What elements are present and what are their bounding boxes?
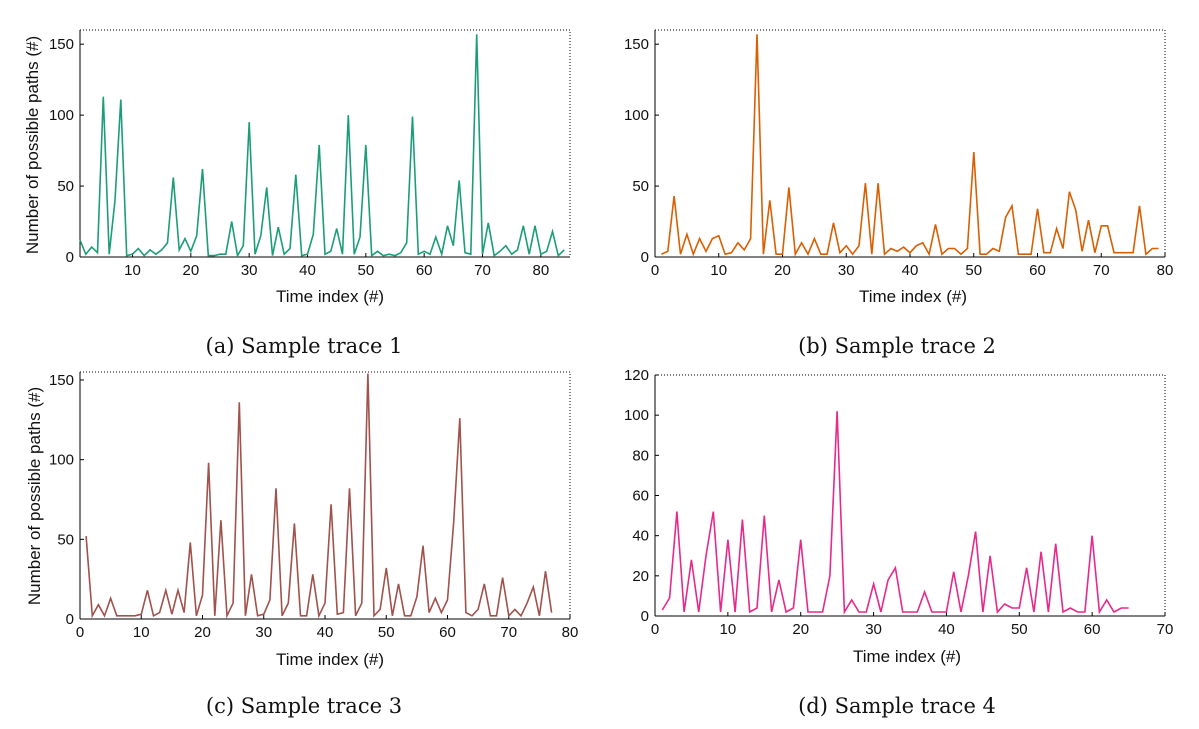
y-tick-label-a: 100	[49, 107, 74, 124]
panel-b: Time index (#) (b) Sample trace 2 050100…	[624, 29, 1174, 358]
x-tick-label-a: 30	[241, 262, 258, 279]
x-tick-label-c: 10	[133, 624, 150, 641]
x-tick-label-b: 40	[902, 262, 919, 279]
series-line-b	[661, 34, 1159, 257]
xlabel-b: Time index (#)	[859, 287, 967, 306]
x-tick-label-c: 80	[562, 624, 579, 641]
caption-c: (c) Sample trace 3	[206, 694, 402, 718]
x-tick-label-b: 60	[1029, 262, 1046, 279]
y-tick-label-d: 0	[641, 608, 649, 625]
x-tick-label-b: 0	[651, 262, 659, 279]
x-tick-label-d: 50	[1011, 621, 1028, 638]
series-line-a	[79, 34, 565, 258]
caption-d: (d) Sample trace 4	[798, 694, 996, 718]
panel-d: Time index (#) (d) Sample trace 4 0 20 40 6…	[624, 367, 1173, 718]
x-tick-label-d: 40	[938, 621, 955, 638]
x-tick-label-c: 20	[194, 624, 211, 641]
series-line-d	[661, 411, 1129, 615]
x-tick-label-a: 10	[124, 262, 141, 279]
y-tick-label-d: 80	[632, 447, 649, 464]
y-tick-label-d: 100	[624, 407, 649, 424]
caption-a: (a) Sample trace 1	[206, 334, 403, 358]
x-tick-label-d: 60	[1084, 621, 1101, 638]
y-tick-label-d: 120	[624, 367, 649, 384]
plot-frame-c	[80, 371, 571, 619]
panel-a: Number of possible paths (#) Time index …	[23, 29, 571, 358]
x-tick-label-b: 10	[710, 262, 727, 279]
x-tick-label-c: 50	[378, 624, 395, 641]
y-tick-label-c: 50	[57, 531, 74, 548]
x-tick-label-d: 0	[651, 621, 659, 638]
y-tick-label-a: 0	[66, 249, 74, 266]
ylabel-a: Number of possible paths (#)	[23, 36, 42, 254]
x-tick-label-c: 60	[439, 624, 456, 641]
series-line-c	[85, 373, 553, 619]
x-tick-label-c: 0	[76, 624, 84, 641]
y-tick-label-a: 150	[49, 36, 74, 53]
xlabel-d: Time index (#)	[853, 647, 961, 666]
x-tick-label-a: 60	[416, 262, 433, 279]
plot-frame-a	[80, 29, 571, 257]
xlabel-a: Time index (#)	[276, 287, 384, 306]
y-tick-label-d: 60	[632, 488, 649, 505]
caption-b: (b) Sample trace 2	[798, 334, 996, 358]
x-tick-label-d: 30	[865, 621, 882, 638]
x-tick-label-c: 70	[500, 624, 517, 641]
ylabel-c: Number of possible paths (#)	[25, 387, 44, 605]
y-tick-label-d: 40	[632, 528, 649, 545]
x-tick-label-b: 80	[1157, 262, 1174, 279]
x-tick-label-a: 50	[357, 262, 374, 279]
x-tick-label-c: 30	[255, 624, 272, 641]
x-tick-label-b: 50	[965, 262, 982, 279]
x-tick-label-a: 40	[299, 262, 316, 279]
xlabel-c: Time index (#)	[276, 650, 384, 669]
y-tick-label-c: 150	[49, 372, 74, 389]
y-tick-label-c: 0	[66, 611, 74, 628]
plot-frame-b	[655, 29, 1166, 257]
x-tick-label-b: 70	[1093, 262, 1110, 279]
y-tick-label-b: 0	[641, 249, 649, 266]
panel-c: Number of possible paths (#) Time index …	[25, 371, 579, 718]
x-tick-label-c: 40	[317, 624, 334, 641]
x-tick-label-d: 20	[792, 621, 809, 638]
y-tick-label-b: 150	[624, 36, 649, 53]
x-tick-label-b: 20	[774, 262, 791, 279]
x-tick-label-d: 10	[720, 621, 737, 638]
y-tick-label-d: 20	[632, 568, 649, 585]
plot-frame-d	[655, 374, 1166, 616]
y-tick-label-b: 100	[624, 107, 649, 124]
x-tick-label-b: 30	[838, 262, 855, 279]
y-tick-label-c: 100	[49, 452, 74, 469]
x-tick-label-a: 70	[474, 262, 491, 279]
x-tick-label-a: 80	[532, 262, 549, 279]
x-tick-label-d: 70	[1157, 621, 1174, 638]
x-tick-label-a: 20	[182, 262, 199, 279]
y-tick-label-b: 50	[632, 178, 649, 195]
y-tick-label-a: 50	[57, 178, 74, 195]
